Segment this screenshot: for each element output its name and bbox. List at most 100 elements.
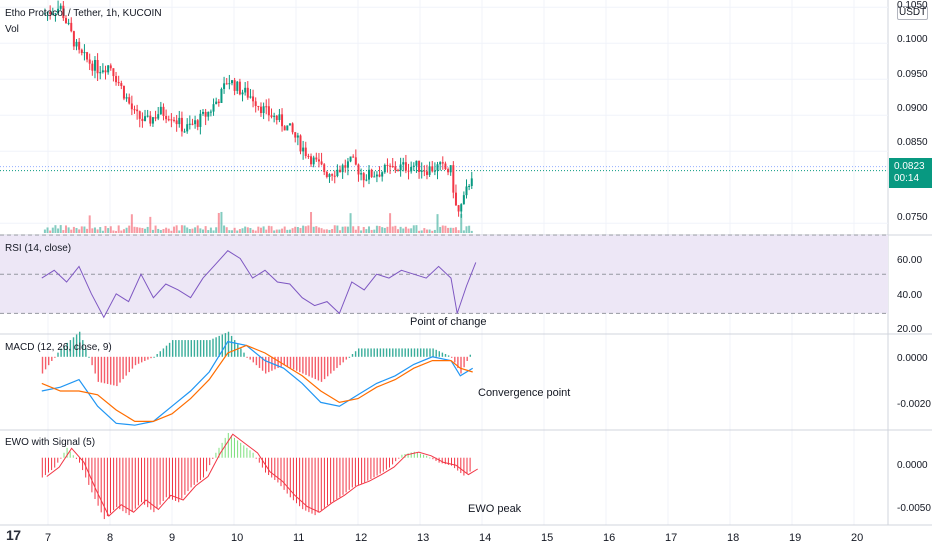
volume-bar xyxy=(159,230,162,233)
volume-bar xyxy=(225,227,228,233)
candle-body xyxy=(339,169,342,173)
volume-bar xyxy=(204,226,207,233)
candle-body xyxy=(194,120,197,125)
ewo-bar xyxy=(345,457,347,493)
macd-histogram-bar xyxy=(385,348,388,357)
macd-histogram-bar xyxy=(370,348,372,357)
candle-body xyxy=(96,60,99,74)
candle-body xyxy=(173,119,176,121)
macd-histogram-bar xyxy=(367,348,369,357)
ewo-bar xyxy=(416,452,418,458)
current-price-tag: 0.0823 00:14 xyxy=(889,158,932,188)
macd-histogram-bar xyxy=(454,356,456,363)
macd-histogram-bar xyxy=(348,356,351,358)
macd-histogram-bar xyxy=(187,340,189,357)
ewo-bar xyxy=(330,457,332,504)
ewo-bar xyxy=(178,457,180,503)
rsi-annotation: Point of change xyxy=(410,316,487,328)
volume-bar xyxy=(54,225,57,233)
candle-body xyxy=(357,164,360,175)
macd-histogram-bar xyxy=(82,340,84,357)
macd-histogram-bar xyxy=(119,356,121,383)
volume-bar xyxy=(117,225,120,233)
candle-body xyxy=(418,160,421,172)
date-tick-label: 9 xyxy=(169,532,176,544)
candle-body xyxy=(415,160,418,166)
candle-body xyxy=(436,164,439,171)
candle-body xyxy=(165,115,168,120)
candle-body xyxy=(391,166,394,168)
chart-title: Etho Protocol / Tether, 1h, KUCOIN xyxy=(5,8,162,19)
candle-body xyxy=(439,162,442,165)
candle-body xyxy=(291,123,294,133)
macd-histogram-bar xyxy=(323,356,326,380)
currency-badge[interactable]: USDT xyxy=(897,6,929,20)
macd-histogram-bar xyxy=(234,340,236,357)
candle-body xyxy=(83,52,86,54)
volume-bar xyxy=(244,226,247,233)
macd-histogram-bar xyxy=(113,356,115,386)
macd-histogram-bar xyxy=(249,356,251,360)
candle-body xyxy=(244,87,247,93)
macd-histogram-bar xyxy=(277,356,279,368)
volume-bar xyxy=(167,228,170,233)
candle-body xyxy=(441,162,444,164)
volume-bar xyxy=(162,229,165,233)
ewo-bar xyxy=(379,457,381,474)
macd-histogram-bar xyxy=(255,356,258,366)
ewo-bar xyxy=(342,457,344,495)
macd-histogram-bar xyxy=(333,356,335,371)
macd-histogram-bar xyxy=(389,348,391,357)
candle-body xyxy=(136,109,139,112)
rsi-tick: 20.00 xyxy=(897,324,923,335)
macd-histogram-bar xyxy=(258,356,261,368)
candle-body xyxy=(352,156,355,158)
ewo-bar xyxy=(63,452,65,458)
candle-body xyxy=(344,165,347,168)
volume-bar xyxy=(104,225,107,233)
macd-histogram-bar xyxy=(252,356,254,363)
ewo-pane-title[interactable]: EWO with Signal (5) xyxy=(5,437,96,448)
ewo-tick: 0.0000 xyxy=(897,460,928,471)
macd-pane-title[interactable]: MACD (12, 26, close, 9) xyxy=(5,342,112,353)
macd-histogram-bar xyxy=(274,356,276,370)
volume-bar xyxy=(199,228,202,233)
volume-bar xyxy=(186,227,189,233)
candle-body xyxy=(183,131,186,133)
macd-histogram-bar xyxy=(416,348,419,357)
macd-histogram-bar xyxy=(283,356,285,366)
volume-bar xyxy=(323,229,326,233)
ewo-bar xyxy=(116,457,118,508)
date-tick-label: 15 xyxy=(541,532,554,544)
macd-histogram-bar xyxy=(320,356,323,382)
volume-bar xyxy=(228,230,231,233)
volume-bar xyxy=(252,229,255,233)
candle-body xyxy=(310,156,313,165)
ewo-bar xyxy=(122,457,124,512)
volume-bar xyxy=(396,229,399,233)
candle-body xyxy=(296,135,299,138)
candle-body xyxy=(278,114,281,120)
macd-histogram-bar xyxy=(469,354,471,357)
date-tick-label: 14 xyxy=(479,532,492,544)
volume-bar xyxy=(72,226,75,233)
candle-body xyxy=(262,106,265,114)
macd-histogram-bar xyxy=(460,356,462,374)
candle-body xyxy=(412,165,415,167)
macd-histogram-bar xyxy=(426,348,428,357)
volume-bar xyxy=(233,227,236,233)
candle-body xyxy=(320,161,323,165)
date-tick-label: 12 xyxy=(355,532,368,544)
macd-histogram-bar xyxy=(72,337,75,357)
volume-bar xyxy=(391,226,394,233)
macd-histogram-bar xyxy=(289,356,292,368)
candle-body xyxy=(223,83,226,89)
candle-body xyxy=(378,174,381,177)
candle-body xyxy=(267,106,270,116)
volume-bar xyxy=(357,226,360,233)
volume-bar xyxy=(286,229,289,233)
ewo-bar xyxy=(435,457,437,461)
volume-bar xyxy=(383,227,386,233)
rsi-pane-title[interactable]: RSI (14, close) xyxy=(5,243,72,254)
bar-countdown: 00:14 xyxy=(894,173,920,184)
